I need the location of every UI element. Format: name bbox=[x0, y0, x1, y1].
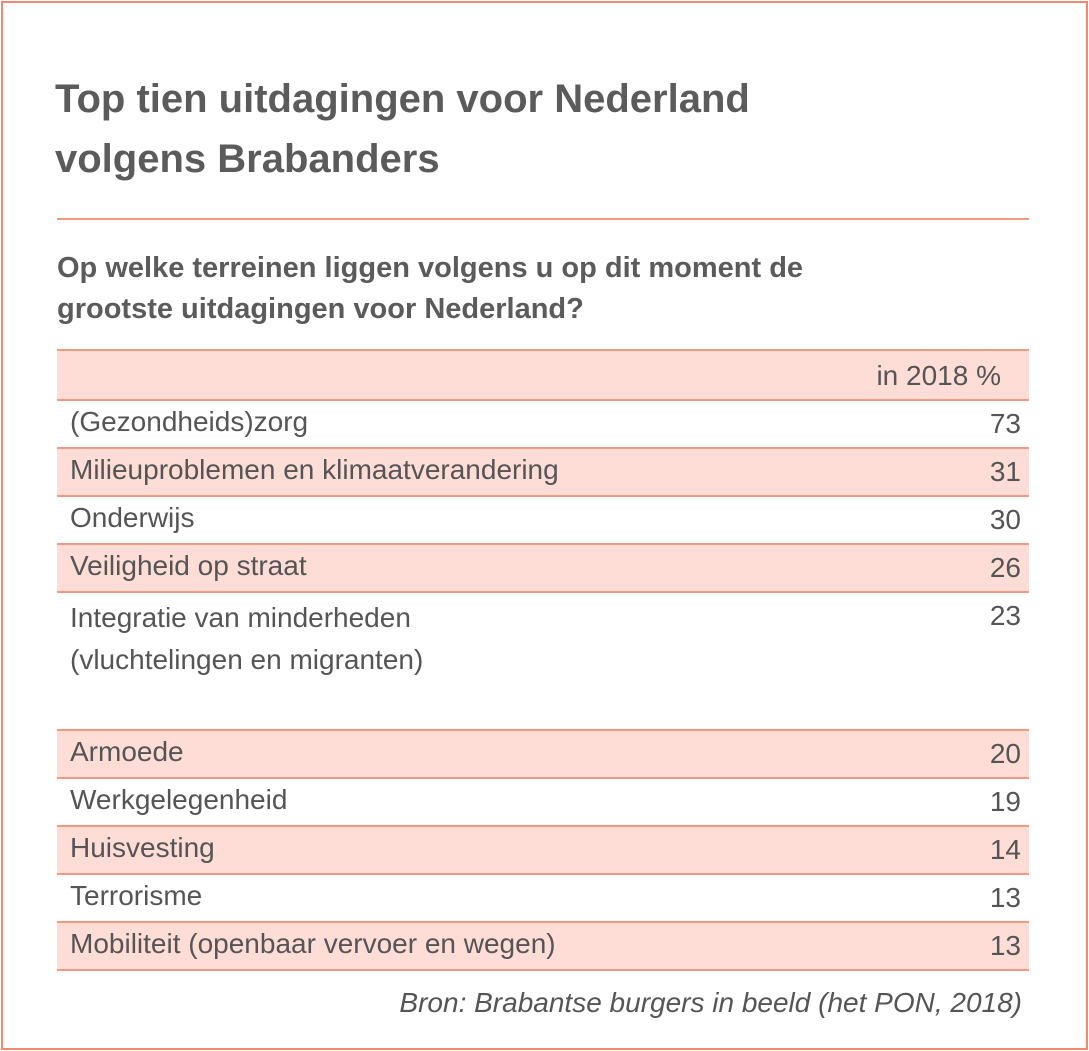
row-label-line: Veiligheid op straat bbox=[70, 550, 307, 581]
row-label: Veiligheid op straat bbox=[70, 545, 307, 587]
row-value: 20 bbox=[989, 738, 1021, 769]
row-label: Mobiliteit (openbaar vervoer en wegen) bbox=[70, 923, 556, 965]
row-label: Onderwijs bbox=[70, 497, 194, 539]
question-line-1: Op welke terreinen liggen volgens u op d… bbox=[57, 252, 804, 284]
table-row: Werkgelegenheid 19 bbox=[57, 779, 1029, 827]
table-row: Onderwijs 30 bbox=[57, 497, 1029, 545]
table-row: Huisvesting 14 bbox=[57, 827, 1029, 875]
row-value: 26 bbox=[989, 552, 1021, 583]
row-label-line: Armoede bbox=[70, 736, 184, 767]
row-label: Terrorisme bbox=[70, 875, 202, 917]
row-label: (Gezondheids)zorg bbox=[70, 401, 308, 443]
row-label: Integratie van minderheden (vluchtelingen… bbox=[70, 597, 423, 681]
row-label: Huisvesting bbox=[70, 827, 215, 869]
row-label: Werkgelegenheid bbox=[70, 779, 287, 821]
table-row: Armoede 20 bbox=[57, 731, 1029, 779]
row-label-line: Milieuproblemen en klimaatverandering bbox=[70, 454, 559, 485]
question-line-2: grootste uitdagingen voor Nederland? bbox=[57, 293, 584, 325]
row-value: 31 bbox=[989, 456, 1021, 487]
row-label-line: Huisvesting bbox=[70, 832, 215, 863]
row-label-line: Integratie van minderheden bbox=[70, 602, 411, 633]
table-row: Mobiliteit (openbaar vervoer en wegen) 13 bbox=[57, 923, 1029, 971]
row-value: 73 bbox=[989, 408, 1021, 439]
column-header: in 2018 % bbox=[876, 360, 1001, 391]
row-label-line: Onderwijs bbox=[70, 502, 195, 533]
source-note: Bron: Brabantse burgers in beeld (het PO… bbox=[399, 987, 1022, 1018]
row-label-line: Werkgelegenheid bbox=[70, 784, 288, 815]
row-value: 30 bbox=[989, 504, 1021, 535]
table-header-row: in 2018 % bbox=[57, 351, 1029, 401]
table-row: Milieuproblemen en klimaatverandering 31 bbox=[57, 449, 1029, 497]
row-value: 19 bbox=[989, 786, 1021, 817]
survey-question: Op welke terreinen liggen volgens u op d… bbox=[57, 248, 1017, 330]
row-label: Milieuproblemen en klimaatverandering bbox=[70, 449, 559, 491]
title-divider bbox=[57, 218, 1029, 220]
row-value: 23 bbox=[989, 600, 1021, 631]
title-line-1: Top tien uitdagingen voor Nederland bbox=[55, 77, 750, 121]
row-label-line: (vluchtelingen en migranten) bbox=[70, 644, 424, 675]
chart-title: Top tien uitdagingen voor Nederland volg… bbox=[55, 69, 1015, 189]
title-line-2: volgens Brabanders bbox=[55, 137, 440, 181]
row-value: 14 bbox=[989, 834, 1021, 865]
row-value: 13 bbox=[989, 882, 1021, 913]
row-label-line: Mobiliteit (openbaar vervoer en wegen) bbox=[70, 928, 556, 959]
row-label-line: (Gezondheids)zorg bbox=[70, 406, 309, 437]
table-row: Integratie van minderheden (vluchtelingen… bbox=[57, 593, 1029, 731]
row-value: 13 bbox=[989, 930, 1021, 961]
row-label: Armoede bbox=[70, 731, 184, 773]
table-row: (Gezondheids)zorg 73 bbox=[57, 401, 1029, 449]
results-table: in 2018 % (Gezondheids)zorg 73 Milieuprobl… bbox=[57, 349, 1029, 971]
table-row: Terrorisme 13 bbox=[57, 875, 1029, 923]
row-label-line: Terrorisme bbox=[70, 880, 203, 911]
table-row: Veiligheid op straat 26 bbox=[57, 545, 1029, 593]
